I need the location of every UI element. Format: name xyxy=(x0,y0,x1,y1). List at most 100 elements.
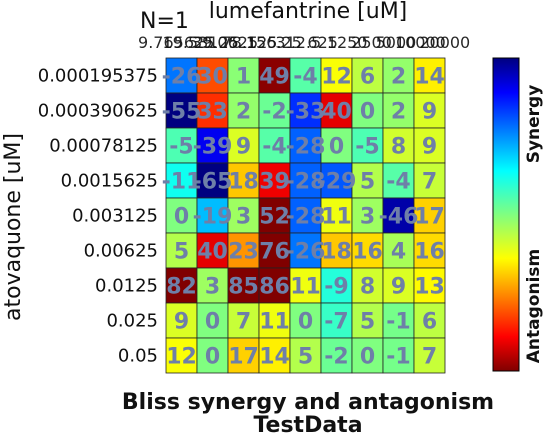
heatmap-value-label: -2 xyxy=(262,100,286,125)
heatmap-value-label: 17 xyxy=(414,205,445,230)
heatmap-value-label: 85 xyxy=(228,275,259,300)
y-tick-label: 0.000195375 xyxy=(38,66,158,87)
x-tick-label: 2500 xyxy=(351,33,392,52)
heatmap-cells xyxy=(165,57,446,374)
heatmap-value-label: 18 xyxy=(228,170,259,195)
heatmap-cell xyxy=(258,267,291,304)
heatmap-cell xyxy=(320,337,353,374)
heatmap-value-label: 0 xyxy=(329,135,344,160)
heatmap-value-label: -26 xyxy=(286,240,326,265)
heatmap-cell xyxy=(351,57,384,94)
heatmap-value-label: 16 xyxy=(352,240,383,265)
heatmap-value-label: -28 xyxy=(286,205,326,230)
heatmap-cell xyxy=(413,267,446,304)
heatmap-value-label: -5 xyxy=(355,135,379,160)
heatmap-value-label: -7 xyxy=(324,310,348,335)
heatmap-cell xyxy=(413,57,446,94)
heatmap-cell xyxy=(351,267,384,304)
heatmap-value-label: 76 xyxy=(259,240,290,265)
colorbar-top-label: Synergy xyxy=(524,85,544,164)
heatmap-value-label: 39 xyxy=(259,170,290,195)
heatmap-value-label: 2 xyxy=(391,65,406,90)
heatmap-cell xyxy=(351,127,384,164)
heatmap-value-label: -5 xyxy=(169,135,193,160)
heatmap-value-label: -4 xyxy=(262,135,286,160)
heatmap-value-label: -1 xyxy=(386,345,410,370)
heatmap-cell xyxy=(165,267,198,304)
heatmap-value-label: 3 xyxy=(360,205,375,230)
heatmap-value-label: 49 xyxy=(259,65,290,90)
heatmap-cell xyxy=(351,162,384,199)
heatmap-value-label: -19 xyxy=(193,205,233,230)
heatmap-value-label: -1 xyxy=(386,310,410,335)
heatmap-cell xyxy=(382,127,415,164)
heatmap-cell xyxy=(196,92,229,129)
heatmap-value-label: 9 xyxy=(174,310,189,335)
heatmap-value-label: -55 xyxy=(162,100,202,125)
heatmap-value-label: -4 xyxy=(386,170,410,195)
heatmap-value-label: 7 xyxy=(422,345,437,370)
heatmap-cell xyxy=(196,337,229,374)
y-tick-label: 0.000390625 xyxy=(38,101,158,122)
heatmap-value-label: -29 xyxy=(317,170,357,195)
x-tick-label: 20000 xyxy=(419,33,470,52)
heatmap-value-label: -2 xyxy=(324,345,348,370)
heatmap-cell xyxy=(351,337,384,374)
heatmap-value-label: 1 xyxy=(236,65,251,90)
heatmap-value-label: 86 xyxy=(259,275,290,300)
y-tick-label: 0.00078125 xyxy=(49,136,158,157)
y-tick-label: 0.0125 xyxy=(95,276,158,297)
x-tick-label: 39.0625 xyxy=(192,33,258,52)
heatmap-cell xyxy=(289,127,322,164)
heatmap-value-label: 11 xyxy=(321,205,352,230)
n-label: N=1 xyxy=(140,9,189,34)
heatmap-cell xyxy=(351,302,384,339)
heatmap-value-label: 14 xyxy=(259,345,290,370)
y-tick-labels: 0.000195375 0.000390625 0.00078125 0.001562… xyxy=(38,66,158,367)
heatmap-cell xyxy=(413,337,446,374)
heatmap-value-label: -28 xyxy=(286,135,326,160)
heatmap-value-label: 9 xyxy=(236,135,251,160)
heatmap-cell xyxy=(196,302,229,339)
heatmap-cell xyxy=(258,337,291,374)
heatmap-value-label: -26 xyxy=(162,65,202,90)
heatmap-value-label: 5 xyxy=(360,310,375,335)
heatmap-cell xyxy=(320,92,353,129)
heatmap-value-label: 5 xyxy=(298,345,313,370)
x-tick-label: 19.53125 xyxy=(162,33,238,52)
heatmap-value-label: 8 xyxy=(360,275,375,300)
heatmap-value-label: 5 xyxy=(360,170,375,195)
colorbar-bottom-label: Antagonism xyxy=(524,249,544,363)
heatmap-value-label: 7 xyxy=(422,170,437,195)
heatmap-value-label: 12 xyxy=(166,345,197,370)
heatmap-cell xyxy=(320,57,353,94)
heatmap-cell xyxy=(413,127,446,164)
heatmap-value-label: 0 xyxy=(205,310,220,335)
y-tick-label: 0.00625 xyxy=(84,241,158,262)
chart-title: Bliss synergy and antagonism xyxy=(122,390,494,415)
heatmap-value-label: 12 xyxy=(321,65,352,90)
heatmap-cell xyxy=(289,162,322,199)
heatmap-value-label: 30 xyxy=(197,65,228,90)
heatmap-cell xyxy=(165,92,198,129)
heatmap-value-label: 9 xyxy=(422,135,437,160)
heatmap-cell xyxy=(227,232,260,269)
heatmap-cell xyxy=(351,232,384,269)
heatmap-cell xyxy=(382,267,415,304)
heatmap-cell xyxy=(320,162,353,199)
heatmap-value-label: 40 xyxy=(197,240,228,265)
heatmap-value-label: 3 xyxy=(236,205,251,230)
heatmap-value-label: 11 xyxy=(259,310,290,335)
heatmap-value-label: 13 xyxy=(414,275,445,300)
heatmap-cell xyxy=(165,162,198,199)
x-tick-label: 78.125 xyxy=(221,33,277,52)
heatmap-value-label: 3 xyxy=(205,275,220,300)
y-tick-label: 0.003125 xyxy=(72,206,158,227)
heatmap-value-label: -4 xyxy=(293,65,317,90)
heatmap-value-label: 18 xyxy=(321,240,352,265)
x-tick-label: 625 xyxy=(307,33,338,52)
colorbar xyxy=(492,57,520,372)
heatmap-cell xyxy=(289,267,322,304)
heatmap-cell xyxy=(289,92,322,129)
